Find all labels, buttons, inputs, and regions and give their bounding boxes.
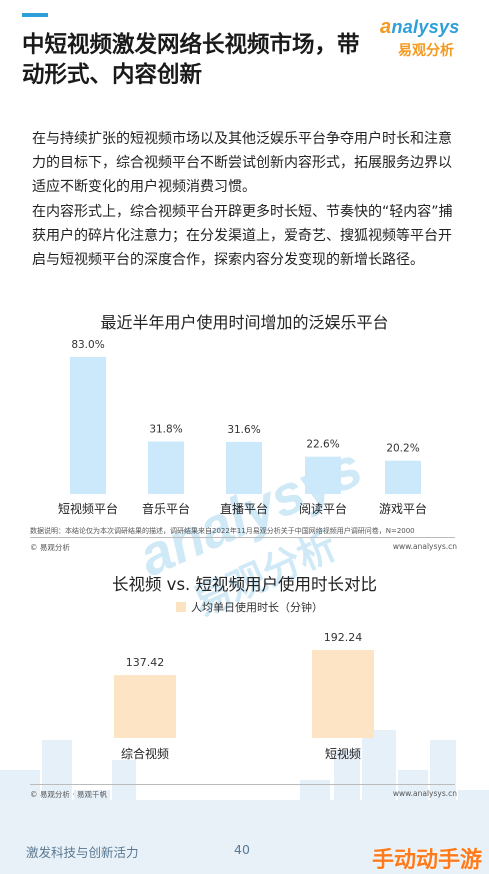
chart2-value-label-1: 192.24 [324,631,363,644]
chart2-value-label-0: 137.42 [126,656,165,669]
paragraph-2: 在内容形式上，综合视频平台开辟更多时长短、节奏快的“轻内容”捕获用户的碎片化注意… [32,204,453,268]
chart2-bar-0 [114,675,176,738]
chart1-title: 最近半年用户使用时间增加的泛娱乐平台 [100,313,389,332]
chart2-bar-chart: 137.42 综合视频 192.24 短视频 [114,631,374,761]
chart1-value-label-3: 22.6% [306,439,339,451]
chart1-bar-1 [148,441,184,494]
analysys-logo: analysys 易观分析 [380,16,480,62]
chart2-legend: 人均单日使用时长（分钟） [176,599,323,615]
legend-label: 人均单日使用时长（分钟） [191,601,323,614]
chart1-source: © 易观分析 [30,543,70,552]
chart1-category-label-2: 直播平台 [220,501,268,516]
chart1-source-url: www.analysys.cn [392,542,457,551]
corner-watermark: 手动动手游 [372,848,483,873]
footer-band [0,800,489,874]
chart1-value-label-4: 20.2% [386,443,419,455]
chart1-value-label-1: 31.8% [149,424,182,436]
chart1-category-label-4: 游戏平台 [379,501,427,516]
chart1-bar-3 [305,456,341,494]
logo-wordmark: analysys [380,16,480,39]
legend-swatch [176,602,186,612]
logo-cn: 易观分析 [398,43,454,59]
chart1-category-label-1: 音乐平台 [142,501,190,516]
page-number: 40 [234,842,250,857]
chart1-value-label-0: 83.0% [71,339,104,351]
chart2-source: © 易观分析 · 易观千帆 [30,790,108,799]
chart1-divider [30,537,455,538]
page-title: 中短视频激发网络长视频市场，带动形式、内容创新 [22,32,360,88]
chart1-bar-4 [385,460,421,494]
title-accent-bar [22,13,48,17]
chart2-divider [30,784,455,785]
chart1-category-label-3: 阅读平台 [299,501,347,516]
footer-slogan: 激发科技与创新活力 [26,845,139,860]
chart1-category-label-0: 短视频平台 [58,501,118,516]
chart1-bar-chart: 83.0% 短视频平台 31.8% 音乐平台 31.6% 直播平台 22.6% 阅读平台 20.… [58,339,427,516]
chart2-source-url: www.analysys.cn [392,789,457,798]
logo-wordmark-rest: nalysys [391,17,460,37]
logo-mark: a [380,16,392,38]
chart2-category-label-0: 综合视频 [121,746,169,761]
chart2-title: 长视频 vs. 短视频用户使用时长对比 [111,575,378,594]
paragraph-1: 在与持续扩张的短视频市场以及其他泛娱乐平台争夺用户时长和注意力的目标下，综合视频… [32,131,452,195]
chart1-bar-2 [226,441,262,494]
chart2-bar-1 [312,650,374,738]
chart1-data-note: 数据说明：本结论仅为本次调研结果的描述，调研结果来自2022年11月易观分析关于… [30,527,415,535]
chart1-value-label-2: 31.6% [227,424,260,436]
chart2-category-label-1: 短视频 [325,746,361,761]
chart1-bar-0 [70,357,106,494]
